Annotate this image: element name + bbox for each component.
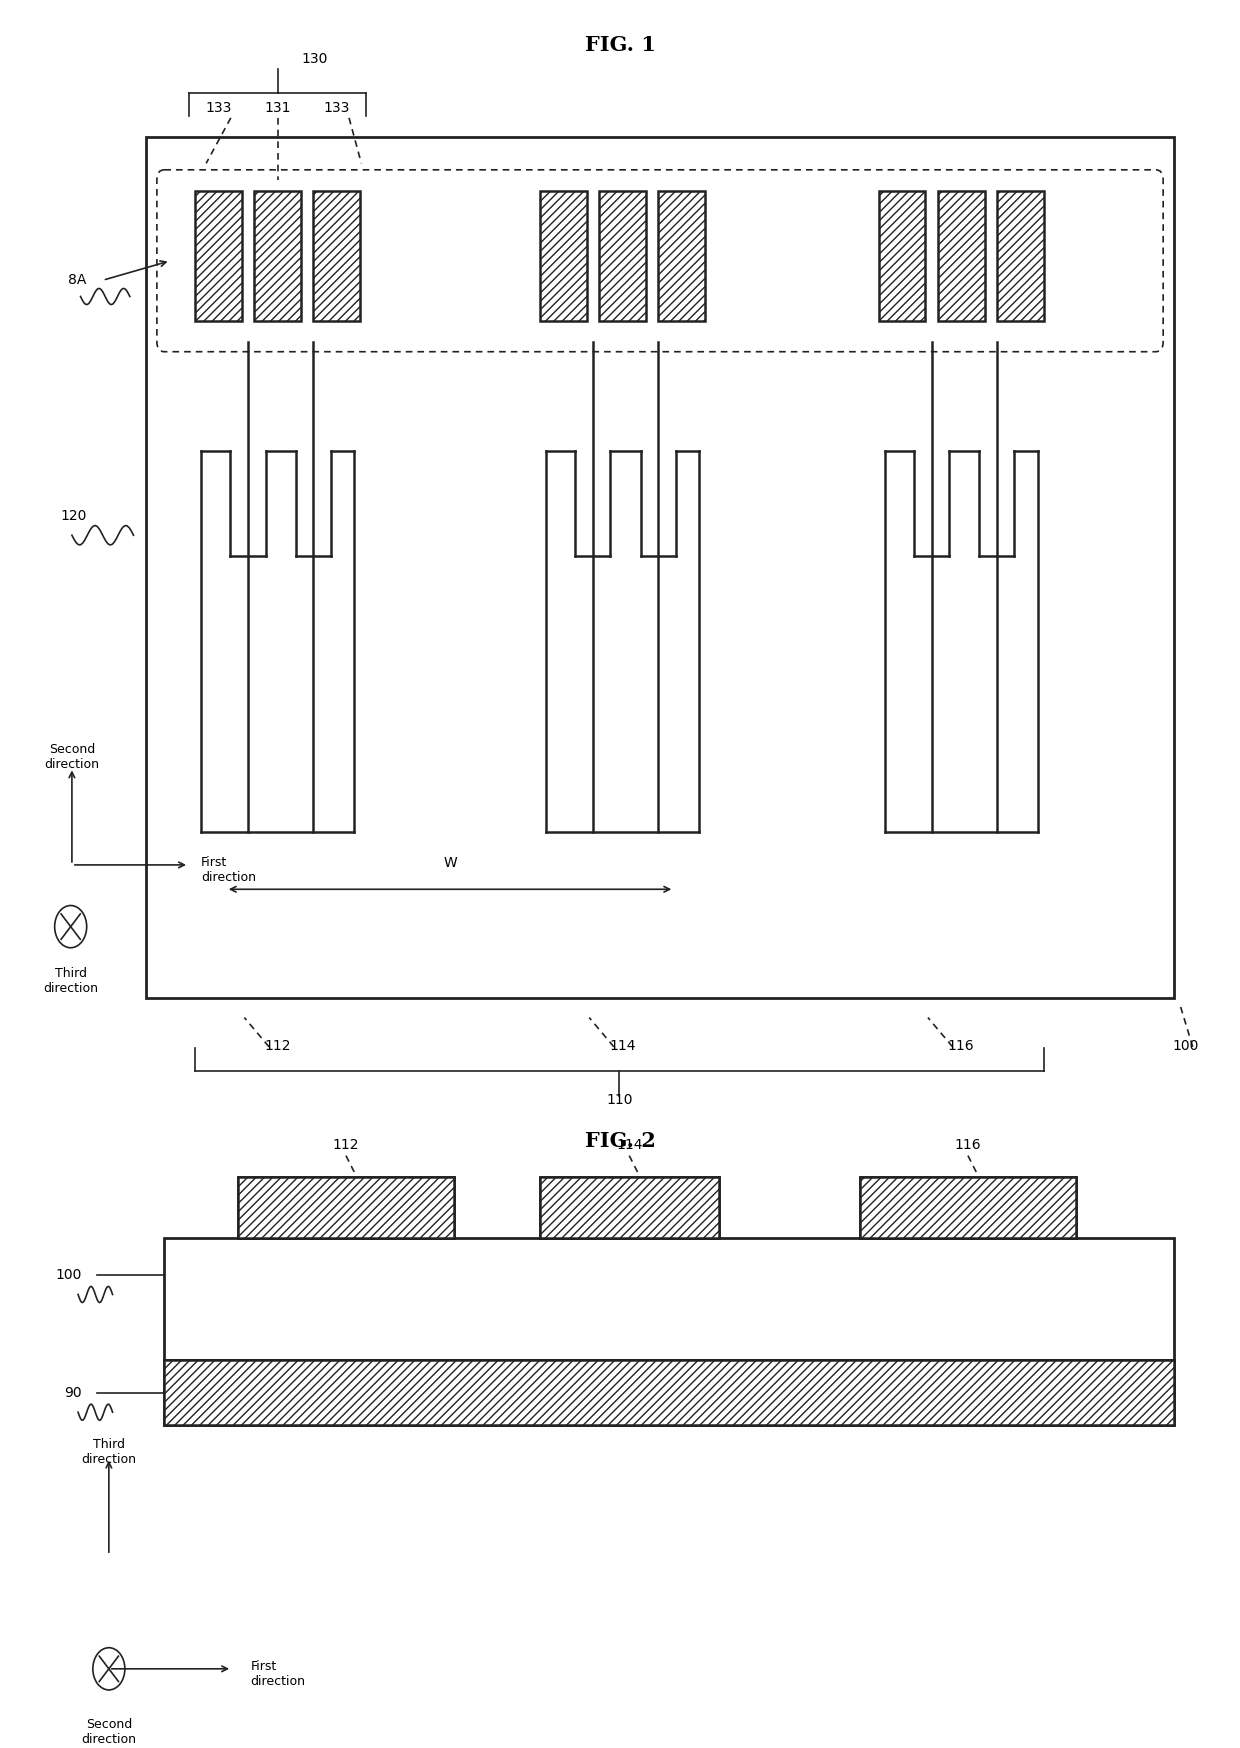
FancyBboxPatch shape: [157, 170, 1163, 351]
Text: Second
direction: Second direction: [45, 743, 99, 771]
Text: Third
direction: Third direction: [82, 1439, 136, 1467]
Text: W: W: [443, 857, 456, 871]
Text: 114: 114: [616, 1138, 642, 1152]
Text: 130: 130: [301, 52, 327, 66]
Bar: [539, 191, 587, 322]
Bar: [658, 191, 706, 322]
Text: 133: 133: [206, 101, 232, 115]
Bar: [539, 1176, 718, 1238]
Bar: [254, 191, 301, 322]
Bar: [164, 1360, 1174, 1425]
Bar: [238, 1176, 454, 1238]
Bar: [937, 191, 985, 322]
Text: 100: 100: [1173, 1038, 1199, 1052]
Bar: [164, 1360, 1174, 1425]
Text: First
direction: First direction: [250, 1659, 305, 1689]
Bar: [879, 191, 925, 322]
Text: First
direction: First direction: [201, 857, 257, 884]
Text: 120: 120: [61, 509, 87, 523]
Text: 110: 110: [606, 1092, 632, 1106]
Bar: [146, 138, 1174, 998]
Bar: [861, 1176, 1076, 1238]
Bar: [539, 1176, 718, 1238]
Bar: [164, 1238, 1174, 1360]
Text: Third
direction: Third direction: [43, 967, 98, 995]
Text: FIG. 2: FIG. 2: [584, 1131, 656, 1150]
Text: 131: 131: [264, 101, 291, 115]
Bar: [195, 191, 242, 322]
Text: 116: 116: [955, 1138, 981, 1152]
Text: 112: 112: [332, 1138, 360, 1152]
Bar: [599, 191, 646, 322]
Text: 116: 116: [947, 1038, 975, 1052]
Text: 100: 100: [56, 1267, 82, 1281]
Bar: [238, 1176, 454, 1238]
Bar: [997, 191, 1044, 322]
Text: 114: 114: [609, 1038, 636, 1052]
Text: 8A: 8A: [68, 273, 87, 287]
Text: 112: 112: [264, 1038, 291, 1052]
Text: Second
direction: Second direction: [82, 1718, 136, 1746]
Bar: [861, 1176, 1076, 1238]
Text: 133: 133: [324, 101, 350, 115]
Bar: [314, 191, 360, 322]
Text: 90: 90: [64, 1386, 82, 1400]
Text: FIG. 1: FIG. 1: [584, 35, 656, 54]
